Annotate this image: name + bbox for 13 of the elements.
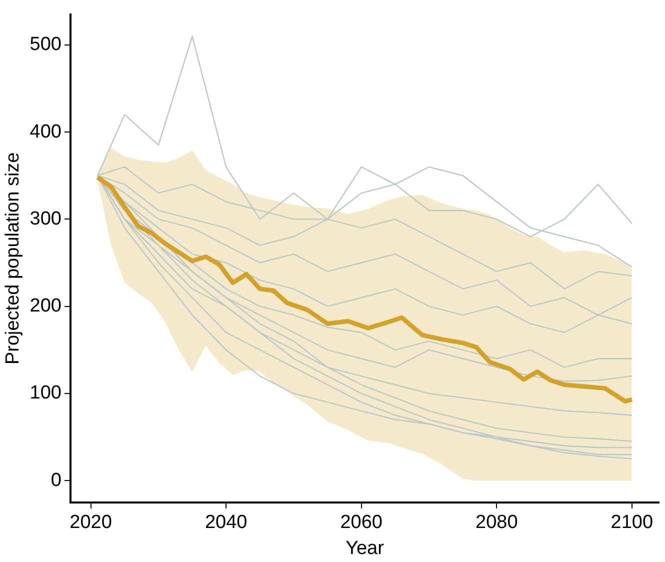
x-tick-label: 2100 xyxy=(610,512,654,534)
y-tick-label: 400 xyxy=(30,121,62,142)
x-tick-label: 2040 xyxy=(204,512,248,534)
x-axis-title: Year xyxy=(346,538,385,559)
x-tick-label: 2060 xyxy=(340,512,383,534)
y-tick-label: 500 xyxy=(30,34,62,56)
x-tick-label: 2020 xyxy=(70,512,112,534)
y-tick-label: 200 xyxy=(30,296,62,317)
y-tick-label: 300 xyxy=(30,208,62,230)
y-tick-label: 100 xyxy=(30,382,62,404)
y-tick-label: 0 xyxy=(50,470,62,491)
y-axis-title: Projected population size xyxy=(2,152,24,365)
x-tick-label: 2080 xyxy=(476,512,518,534)
